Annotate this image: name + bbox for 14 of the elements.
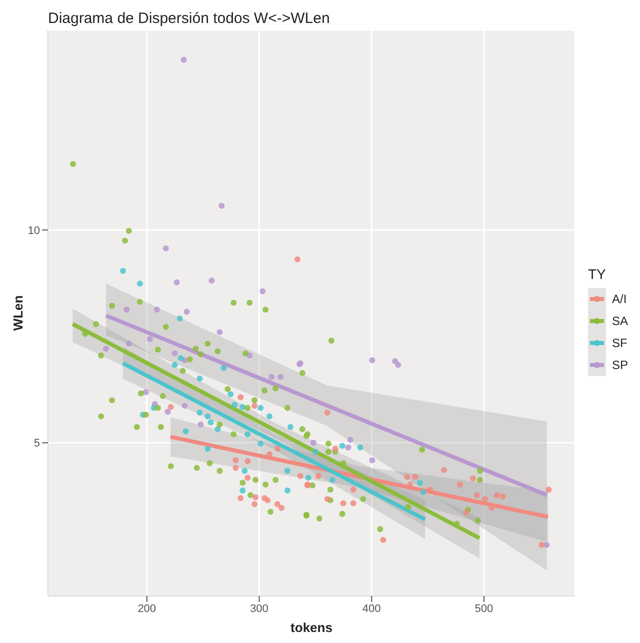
chart-title: Diagrama de Dispersión todos W<->WLen <box>48 10 330 27</box>
x-axis-title: tokens <box>290 620 332 635</box>
legend-label: A/I <box>612 292 627 306</box>
legend-label: SF <box>612 336 628 350</box>
y-tick-label: 10 <box>28 224 40 237</box>
legend-label: SP <box>612 358 628 372</box>
x-tick-label: 300 <box>250 602 268 615</box>
y-tick-label: 5 <box>34 438 40 450</box>
legend-label: SA <box>612 314 628 328</box>
legend-title: TY <box>588 266 607 282</box>
x-tick-label: 200 <box>138 602 156 615</box>
x-tick-label: 500 <box>474 602 494 615</box>
y-axis-title: WLen <box>10 295 26 331</box>
x-tick-label: 400 <box>362 602 381 615</box>
